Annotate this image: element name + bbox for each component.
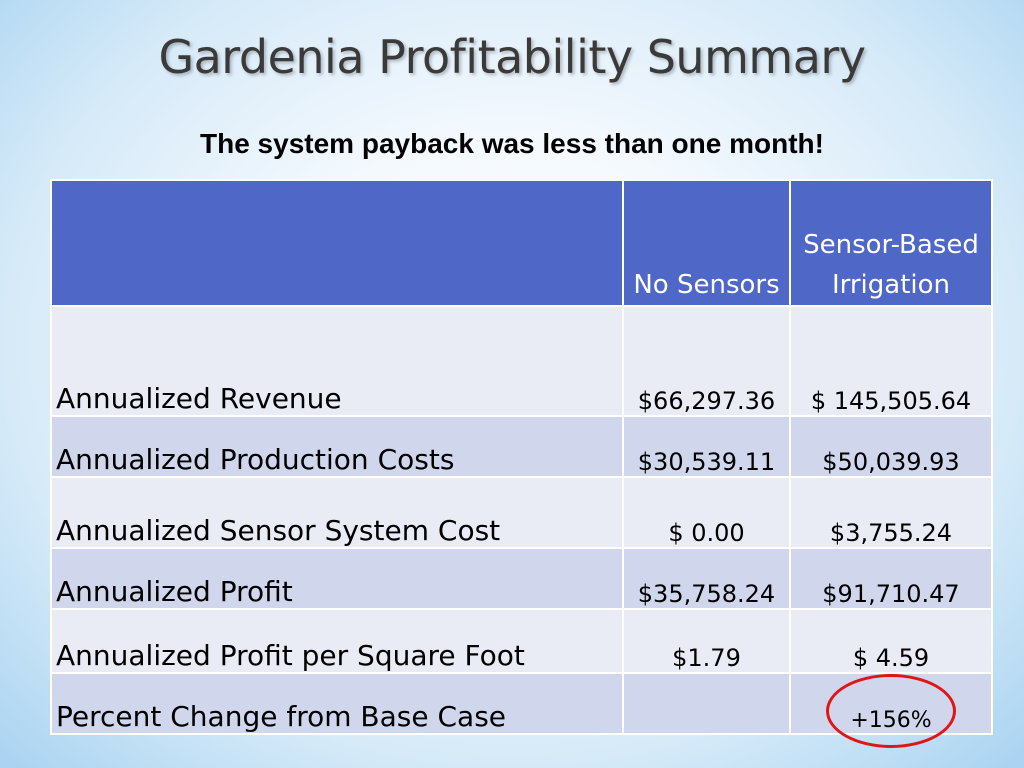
value-no-sensors: $30,539.11 bbox=[622, 415, 791, 478]
header-sensor-based: Sensor-Based Irrigation bbox=[789, 179, 993, 307]
value-sensor-based: $50,039.93 bbox=[789, 415, 993, 478]
value-no-sensors: $35,758.24 bbox=[622, 547, 791, 610]
highlight-circle bbox=[826, 674, 956, 748]
table-row: Annualized Production Costs $30,539.11 $… bbox=[50, 415, 993, 478]
row-label: Annualized Profit per Square Foot bbox=[50, 608, 624, 674]
table-row: Percent Change from Base Case +156% bbox=[50, 672, 993, 735]
table-row: Annualized Profit per Square Foot $1.79 … bbox=[50, 608, 993, 674]
slide-title: Gardenia Profitability Summary bbox=[158, 30, 866, 84]
table-row: Annualized Revenue $66,297.36 $ 145,505.… bbox=[50, 305, 993, 417]
value-sensor-based: $3,755.24 bbox=[789, 476, 993, 549]
value-no-sensors: $ 0.00 bbox=[622, 476, 791, 549]
header-blank bbox=[50, 179, 624, 307]
row-label: Percent Change from Base Case bbox=[50, 672, 624, 735]
slide-subtitle: The system payback was less than one mon… bbox=[200, 128, 824, 159]
profitability-table: No Sensors Sensor-Based Irrigation Annua… bbox=[50, 179, 993, 735]
value-sensor-based: $ 145,505.64 bbox=[789, 305, 993, 417]
table-header-row: No Sensors Sensor-Based Irrigation bbox=[50, 179, 993, 307]
row-label: Annualized Profit bbox=[50, 547, 624, 610]
value-no-sensors: $1.79 bbox=[622, 608, 791, 674]
table-row: Annualized Sensor System Cost $ 0.00 $3,… bbox=[50, 476, 993, 549]
value-sensor-based: $91,710.47 bbox=[789, 547, 993, 610]
row-label: Annualized Sensor System Cost bbox=[50, 476, 624, 549]
value-no-sensors: $66,297.36 bbox=[622, 305, 791, 417]
row-label: Annualized Revenue bbox=[50, 305, 624, 417]
value-no-sensors bbox=[622, 672, 791, 735]
header-no-sensors: No Sensors bbox=[622, 179, 791, 307]
row-label: Annualized Production Costs bbox=[50, 415, 624, 478]
value-sensor-based: $ 4.59 bbox=[789, 608, 993, 674]
table-row: Annualized Profit $35,758.24 $91,710.47 bbox=[50, 547, 993, 610]
